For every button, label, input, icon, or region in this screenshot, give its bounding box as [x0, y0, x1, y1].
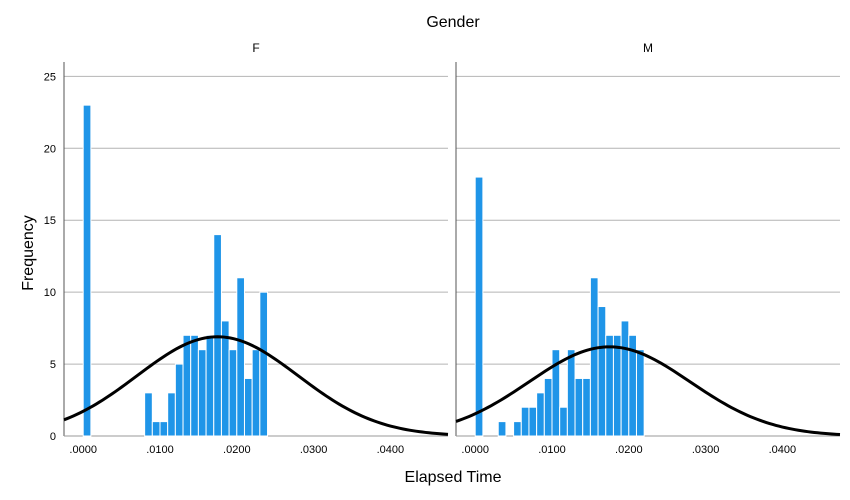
x-tick-label: .0300 — [300, 444, 328, 456]
histogram-bar — [259, 291, 269, 437]
histogram-bar — [582, 377, 591, 437]
normal-curve — [63, 335, 449, 436]
y-tick-label: 10 — [44, 287, 56, 299]
histogram-bar — [513, 421, 522, 437]
x-tick-label: .0000 — [69, 444, 97, 456]
histogram-bar — [605, 334, 614, 437]
histogram-bar — [197, 349, 207, 437]
panel-title: F — [252, 41, 259, 55]
x-axis-title: Elapsed Time — [405, 469, 502, 486]
y-tick-label: 20 — [44, 143, 56, 155]
y-tick-label: 5 — [50, 359, 56, 371]
normal-curve — [455, 345, 841, 436]
histogram-bar — [144, 392, 153, 437]
histogram-bar — [182, 334, 192, 437]
histogram-bar — [228, 349, 238, 437]
histogram-bar — [536, 392, 545, 437]
x-tick-label: .0200 — [223, 444, 251, 456]
x-tick-label: .0200 — [615, 444, 643, 456]
histogram-bar — [205, 334, 215, 437]
panel-m: .0000 .0100 .0200 .0300 .0400 M — [455, 41, 841, 456]
histogram-bar — [635, 349, 645, 437]
histogram-bar — [528, 406, 538, 437]
histogram-bar — [543, 377, 553, 437]
x-tick-label: .0400 — [377, 444, 405, 456]
x-tick-label: .0100 — [538, 444, 566, 456]
x-tick-label: .0000 — [461, 444, 489, 456]
x-tick-label: .0100 — [146, 444, 174, 456]
histogram-bar — [190, 334, 199, 437]
histogram-bar — [159, 421, 169, 437]
histogram-bar — [251, 349, 261, 437]
histogram-bar — [597, 306, 607, 437]
histogram-bar — [243, 377, 253, 437]
panels: 0 5 10 15 20 25 .0000 .0100 .0200 .0300 .0400 F .000… — [44, 41, 841, 456]
panel-title: M — [643, 41, 653, 55]
histogram-bar — [574, 377, 584, 437]
y-tick-label: 15 — [44, 215, 56, 227]
histogram-bar — [167, 392, 176, 437]
histogram-bar — [174, 363, 184, 437]
histogram-bar — [474, 176, 484, 437]
histogram-bar — [612, 334, 622, 437]
histogram-bar — [82, 104, 92, 437]
histogram-bar — [520, 406, 530, 437]
histogram-bar — [559, 406, 568, 437]
panel-f: 0 5 10 15 20 25 .0000 .0100 .0200 .0300 .0400 F — [44, 41, 449, 456]
histogram-bar — [620, 320, 630, 437]
histogram-bar — [551, 349, 561, 437]
chart-title: Gender — [426, 14, 480, 31]
histogram-bar — [151, 421, 161, 437]
histogram-bar — [589, 277, 599, 437]
histogram-bar — [566, 349, 576, 437]
x-tick-label: .0400 — [769, 444, 797, 456]
histogram-bar — [236, 277, 245, 437]
x-tick-label: .0300 — [692, 444, 720, 456]
histogram-bar — [497, 421, 507, 437]
y-tick-label: 25 — [44, 71, 56, 83]
y-tick-label: 0 — [50, 431, 56, 443]
y-axis-title: Frequency — [20, 215, 37, 291]
